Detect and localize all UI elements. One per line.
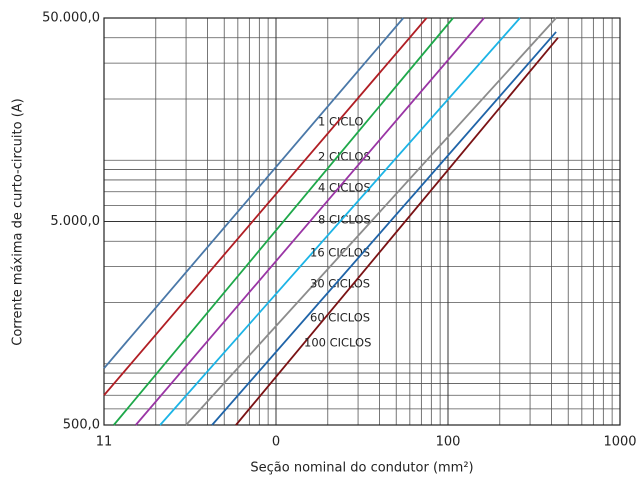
series-line (159, 17, 521, 426)
y-axis-label: Corrente máxima de curto-circuito (A) (11, 98, 26, 346)
series-line (103, 17, 405, 369)
series-label: 1 CICLO (318, 115, 363, 129)
series-label: 30 CICLOS (310, 277, 370, 291)
x-tick-label: 11 (96, 435, 113, 450)
series-line (103, 17, 428, 396)
x-tick-label: 0 (272, 435, 280, 450)
y-tick-label: 5.000,0 (50, 214, 100, 229)
x-tick-label: 100 (436, 435, 461, 450)
series-label: 100 CICLOS (304, 336, 371, 350)
series-line (235, 37, 559, 426)
x-tick-label: 1000 (603, 435, 636, 450)
plot-frame (103, 17, 621, 426)
y-tick-label: 500,0 (63, 418, 100, 433)
series-line (113, 17, 454, 426)
x-axis-label: Seção nominal do condutor (mm²) (250, 461, 473, 476)
series-label: 16 CICLOS (310, 246, 370, 260)
series-line (135, 17, 485, 426)
series-line (211, 31, 557, 426)
series-label: 2 CICLOS (318, 150, 371, 164)
series-label: 8 CICLOS (318, 213, 371, 227)
series-line (185, 17, 557, 426)
y-tick-label: 50.000,0 (42, 11, 100, 26)
series-label: 60 CICLOS (310, 311, 370, 325)
series-label: 4 CICLOS (318, 181, 371, 195)
